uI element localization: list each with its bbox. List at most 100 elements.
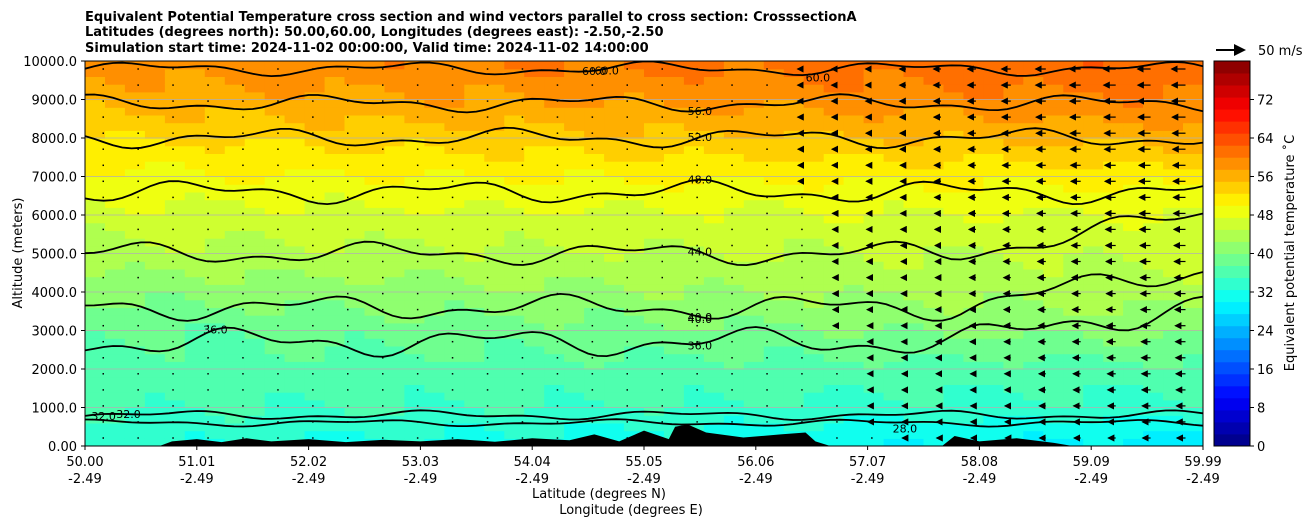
field-cell xyxy=(863,130,885,139)
field-cell xyxy=(1143,307,1164,316)
field-cell xyxy=(683,345,705,355)
field-cell xyxy=(184,330,206,339)
field-cell xyxy=(224,299,246,308)
field-cell xyxy=(763,138,785,147)
field-cell xyxy=(863,153,885,162)
field-cell xyxy=(1023,376,1044,385)
field-cell xyxy=(204,292,226,301)
field-cell xyxy=(264,84,286,93)
field-cell xyxy=(384,114,406,124)
field-cell xyxy=(384,422,406,432)
field-cell xyxy=(324,422,346,432)
field-cell xyxy=(304,307,326,316)
field-cell xyxy=(923,107,945,116)
field-cell xyxy=(943,361,965,370)
field-cell xyxy=(683,222,705,231)
field-cell xyxy=(204,361,226,370)
field-cell xyxy=(624,338,645,347)
field-cell xyxy=(923,338,945,347)
field-cell xyxy=(983,230,1004,239)
field-cell xyxy=(424,230,445,239)
field-cell xyxy=(584,215,605,224)
field-cell xyxy=(803,322,825,332)
field-cell xyxy=(664,322,685,332)
field-cell xyxy=(184,261,206,270)
field-cell xyxy=(983,138,1004,147)
field-cell xyxy=(703,292,725,301)
field-cell xyxy=(843,307,865,316)
field-cell xyxy=(384,161,406,170)
field-cell xyxy=(564,307,585,316)
field-cell xyxy=(823,438,845,446)
field-cell xyxy=(983,299,1004,308)
field-cell xyxy=(424,307,445,316)
field-cell xyxy=(983,68,1004,77)
field-cell xyxy=(883,68,905,77)
field-cell xyxy=(105,199,126,208)
field-cell xyxy=(943,261,965,270)
field-cell xyxy=(1103,345,1124,355)
field-cell xyxy=(464,315,485,324)
field-cell xyxy=(604,345,625,355)
field-cell xyxy=(644,345,665,355)
field-cell xyxy=(384,430,406,439)
field-cell xyxy=(743,91,765,101)
field-cell xyxy=(504,76,525,85)
field-cell xyxy=(1083,253,1104,262)
field-cell xyxy=(664,107,685,116)
field-cell xyxy=(164,268,186,278)
field-cell xyxy=(783,145,805,154)
field-cell xyxy=(903,68,925,77)
field-cell xyxy=(444,399,465,409)
field-cell xyxy=(763,430,785,439)
field-cell xyxy=(1103,107,1124,116)
field-cell xyxy=(444,184,465,193)
field-cell xyxy=(224,407,246,416)
field-cell xyxy=(1003,130,1024,139)
field-cell xyxy=(703,184,725,193)
field-cell xyxy=(124,392,146,401)
field-cell xyxy=(863,253,885,262)
field-cell xyxy=(244,315,266,324)
field-cell xyxy=(803,345,825,355)
field-cell xyxy=(703,168,725,178)
field-cell xyxy=(664,261,685,270)
field-cell xyxy=(364,253,386,262)
field-cell xyxy=(444,422,465,432)
field-cell xyxy=(843,268,865,278)
field-cell xyxy=(923,376,945,385)
field-cell xyxy=(105,61,126,70)
field-cell xyxy=(1063,422,1084,432)
field-cell xyxy=(1023,399,1044,409)
field-cell xyxy=(264,261,286,270)
field-cell xyxy=(85,253,106,262)
field-cell xyxy=(1163,376,1184,385)
field-cell xyxy=(1183,238,1203,247)
field-cell xyxy=(1183,230,1203,239)
field-cell xyxy=(204,369,226,378)
field-cell xyxy=(444,122,465,131)
field-cell xyxy=(983,176,1004,185)
field-cell xyxy=(664,268,685,278)
field-cell xyxy=(1143,292,1164,301)
field-cell xyxy=(105,353,126,362)
field-cell xyxy=(204,145,226,154)
field-cell xyxy=(683,161,705,170)
field-cell xyxy=(404,191,425,201)
field-cell xyxy=(783,284,805,293)
field-cell xyxy=(124,276,146,285)
field-cell xyxy=(723,345,745,355)
field-cell xyxy=(284,176,306,185)
field-cell xyxy=(264,68,286,77)
field-cell xyxy=(584,76,605,85)
field-cell xyxy=(564,430,585,439)
field-cell xyxy=(264,369,286,378)
field-cell xyxy=(584,222,605,231)
field-cell xyxy=(105,84,126,93)
field-cell xyxy=(683,369,705,378)
field-cell xyxy=(1163,184,1184,193)
field-cell xyxy=(424,199,445,208)
field-cell xyxy=(424,322,445,332)
field-cell xyxy=(1163,330,1184,339)
field-cell xyxy=(564,191,585,201)
